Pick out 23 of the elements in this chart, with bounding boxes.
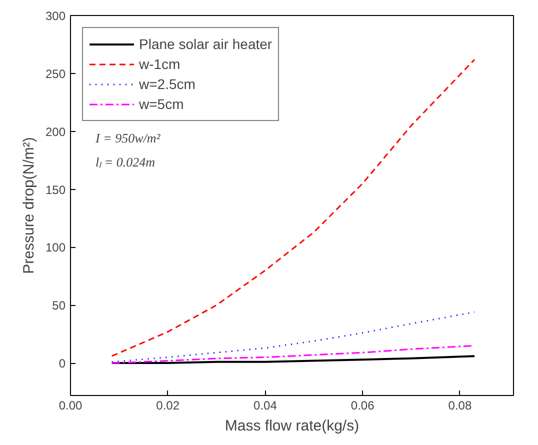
x-tick-label: 0.02 [156,398,180,412]
legend-label: w-1cm [139,56,180,72]
legend-label: Plane solar air heater [139,36,272,52]
x-axis-title: Mass flow rate(kg/s) [224,418,360,434]
legend-label: w=5cm [139,96,184,112]
annotation: I = 950w/m² [94,130,162,146]
line-series [110,355,476,364]
y-axis-title: Pressure drop(N/m²) [20,137,38,274]
line-series [111,311,476,363]
y-tick-label: 200 [45,124,66,139]
x-tick-label: 0.06 [350,398,375,412]
y-tick-label: 300 [45,9,66,23]
line-series [111,58,476,357]
legend-label: w=2.5cm [139,76,196,92]
y-tick-label: 0 [58,356,66,371]
x-tick-label: 0.08 [448,398,472,412]
annotation: lₗ = 0.024m [96,154,156,170]
y-tick-label: 150 [45,182,66,197]
x-tick-label: 0.04 [254,398,278,412]
y-tick-label: 100 [45,240,66,255]
x-tick-label: 0.00 [58,398,83,412]
y-tick-label: 250 [45,66,66,81]
y-tick-label: 50 [52,298,66,313]
